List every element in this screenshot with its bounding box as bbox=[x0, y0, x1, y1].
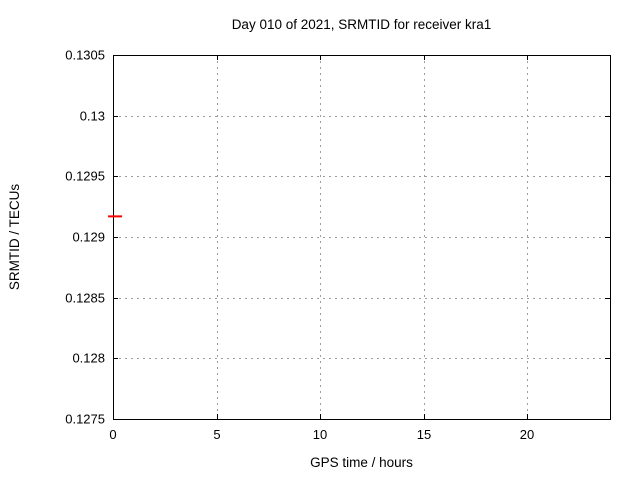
y-tick-label: 0.1305 bbox=[65, 48, 105, 63]
x-axis-label: GPS time / hours bbox=[310, 455, 413, 470]
plot-border bbox=[113, 55, 611, 420]
x-tick-label: 0 bbox=[109, 427, 116, 442]
y-tick-label: 0.1295 bbox=[65, 169, 105, 184]
y-tick-label: 0.1275 bbox=[65, 412, 105, 427]
x-tick-label: 5 bbox=[213, 427, 220, 442]
y-tick-label: 0.128 bbox=[72, 351, 105, 366]
x-tick-label: 20 bbox=[520, 427, 534, 442]
x-tick-label: 10 bbox=[313, 427, 327, 442]
y-tick-label: 0.13 bbox=[80, 109, 105, 124]
chart-title: Day 010 of 2021, SRMTID for receiver kra… bbox=[231, 17, 492, 32]
y-tick-label: 0.1285 bbox=[65, 291, 105, 306]
x-tick-label: 15 bbox=[417, 427, 431, 442]
y-tick-label: 0.129 bbox=[72, 230, 105, 245]
